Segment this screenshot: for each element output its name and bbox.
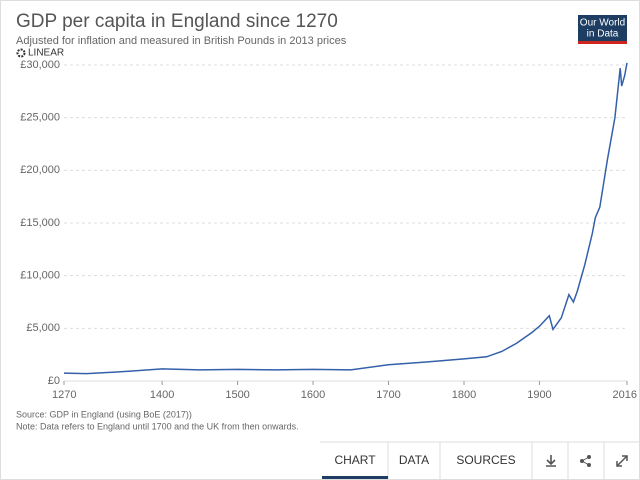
chart-subtitle: Adjusted for inflation and measured in B… <box>16 35 347 47</box>
scale-toggle-label[interactable]: LINEAR <box>28 48 64 59</box>
tab-label[interactable]: CHART <box>334 453 376 467</box>
logo-box <box>578 15 627 44</box>
gear-icon <box>16 48 26 58</box>
source: Source: GDP in England (using BoE (2017)… <box>16 409 192 419</box>
y-tick-label: £10,000 <box>20 270 60 282</box>
y-tick-label: £25,000 <box>20 112 60 124</box>
data-line <box>63 62 628 375</box>
chart-title: GDP per capita in England since 1270 <box>16 11 338 32</box>
tab[interactable]: CHART <box>322 442 389 480</box>
active-tab-underline <box>322 476 388 479</box>
share-icon <box>581 456 590 466</box>
x-tick-label: 1400 <box>150 389 174 401</box>
y-tick-label: £5,000 <box>26 322 60 334</box>
y-tick-label: £20,000 <box>20 164 60 176</box>
x-tick-label: 1900 <box>527 389 551 401</box>
expand-button[interactable] <box>616 455 628 467</box>
x-tick-label: 1700 <box>376 389 400 401</box>
download-button[interactable] <box>546 455 556 467</box>
expand-icon <box>616 455 628 467</box>
tab-label[interactable]: SOURCES <box>456 453 515 467</box>
x-tick-label: 2016 <box>613 389 637 401</box>
tab-label[interactable]: DATA <box>399 453 429 467</box>
x-tick-label: 1500 <box>225 389 249 401</box>
note: Note: Data refers to England until 1700 … <box>16 421 299 431</box>
logo-text: in Data <box>587 29 619 40</box>
y-tick-label: £15,000 <box>20 217 60 229</box>
y-tick-label: £30,000 <box>20 59 60 71</box>
x-tick-label: 1600 <box>301 389 325 401</box>
logo-stripe <box>578 41 627 44</box>
download-icon <box>546 455 556 467</box>
scale-toggle[interactable]: LINEAR <box>16 48 65 59</box>
x-tick-label: 1800 <box>452 389 476 401</box>
tab[interactable]: DATA <box>399 442 441 480</box>
logo-text: Our World <box>580 18 625 29</box>
y-tick-label: £0 <box>48 375 60 387</box>
share-button[interactable] <box>580 455 591 467</box>
x-tick-label: 1270 <box>52 389 76 401</box>
logo[interactable]: Our World in Data <box>578 15 627 44</box>
